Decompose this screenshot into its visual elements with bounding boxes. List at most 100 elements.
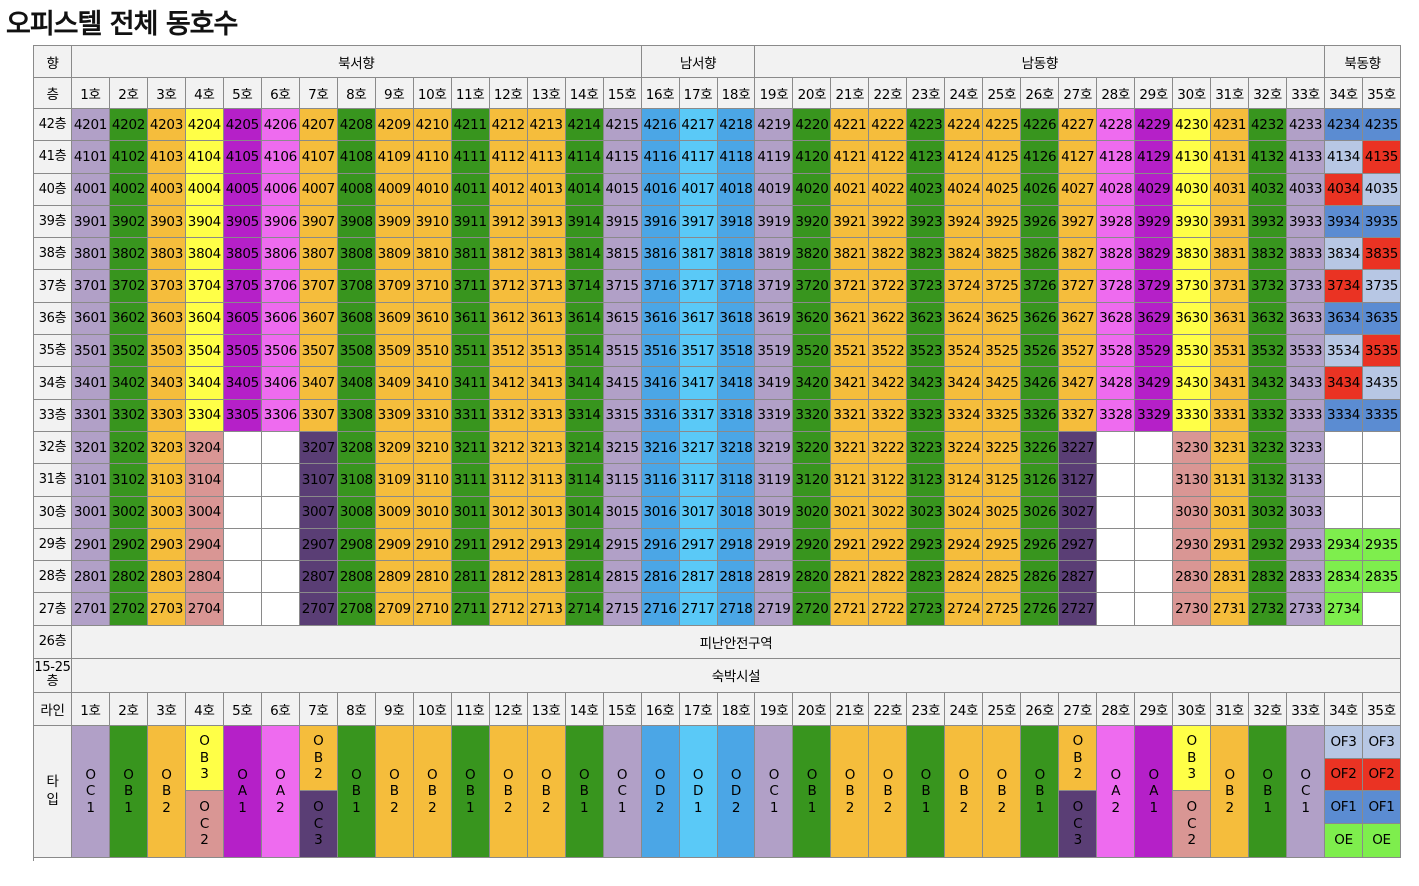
unit-cell: 2916	[641, 528, 680, 562]
line-header: 9호	[375, 692, 414, 726]
type-stack-item: OF3	[1325, 725, 1363, 759]
unit-cell: 3602	[109, 302, 148, 336]
type-stack-item: OF1	[1325, 791, 1363, 824]
unit-cell: 3919	[755, 205, 794, 239]
unit-cell: 2826	[1021, 561, 1060, 594]
unit-cell: 3629	[1135, 302, 1174, 336]
unit-cell: 3213	[527, 431, 566, 465]
unit-header: 5호	[223, 78, 262, 109]
unit-cell: 4024	[945, 173, 984, 206]
unit-cell: 2801	[72, 561, 110, 594]
unit-cell: 3735	[1363, 270, 1401, 303]
unit-cell: 3017	[679, 496, 718, 529]
unit-cell: 2724	[945, 593, 984, 626]
unit-header: 18호	[717, 78, 756, 109]
unit-cell: 3013	[527, 496, 566, 529]
unit-cell: 4030	[1173, 173, 1212, 206]
unit-cell: 3805	[223, 238, 262, 271]
unit-cell: 3426	[1021, 367, 1060, 400]
unit-cell: 4125	[983, 141, 1022, 174]
unit-cell: 3012	[489, 496, 528, 529]
unit-cell: 2825	[983, 561, 1022, 594]
unit-cell: 3408	[337, 367, 376, 400]
unit-cell: 3621	[831, 302, 870, 336]
line-header: 5호	[223, 692, 262, 726]
unit-cell: 4235	[1363, 109, 1401, 142]
unit-cell: 4019	[755, 173, 794, 206]
unit-cell: 2730	[1173, 593, 1212, 626]
unit-cell: 2924	[945, 528, 984, 562]
unit-cell: 3132	[1249, 464, 1288, 497]
unit-cell: 4118	[717, 141, 756, 174]
unit-cell: 3232	[1249, 431, 1288, 465]
unit-cell: 3505	[223, 335, 262, 368]
unit-cell: 3716	[641, 270, 680, 303]
unit-cell: 2831	[1211, 561, 1250, 594]
unit-cell: 3230	[1173, 431, 1212, 465]
unit-cell: 4223	[907, 109, 946, 142]
unit-header: 35호	[1363, 78, 1401, 109]
type-cell-stack: OF3 OF2 OF1 OE	[1325, 725, 1364, 858]
line-header: 4호	[185, 692, 224, 726]
unit-cell: 3718	[717, 270, 756, 303]
unit-header: 14호	[565, 78, 604, 109]
unit-cell: 3211	[451, 431, 490, 465]
unit-cell: 4026	[1021, 173, 1060, 206]
unit-cell: 4217	[679, 109, 718, 142]
unit-cell: 3020	[793, 496, 832, 529]
unit-cell: 3217	[679, 431, 718, 465]
unit-cell: 3223	[907, 431, 946, 465]
line-header: 18호	[717, 692, 756, 726]
unit-cell: 4010	[413, 173, 452, 206]
unit-cell: 4013	[527, 173, 566, 206]
type-stack-item: OF2	[1363, 758, 1400, 792]
unit-cell: 2914	[565, 528, 604, 562]
unit-cell: 3832	[1249, 238, 1288, 271]
unit-cell: 2926	[1021, 528, 1060, 562]
unit-cell: 3809	[375, 238, 414, 271]
unit-cell: 2719	[755, 593, 794, 626]
unit-cell: 3818	[717, 238, 756, 271]
line-label: 라인	[34, 692, 72, 726]
unit-cell: 4216	[641, 109, 680, 142]
unit-cell: 2723	[907, 593, 946, 626]
unit-cell: 3220	[793, 431, 832, 465]
unit-cell: 3221	[831, 431, 870, 465]
blank-cell	[1097, 593, 1136, 626]
unit-cell: 3113	[527, 464, 566, 497]
line-header: 34호	[1325, 692, 1364, 726]
unit-cell: 3535	[1363, 335, 1401, 368]
unit-cell: 3915	[603, 205, 642, 239]
unit-cell: 2822	[869, 561, 908, 594]
unit-cell: 4007	[299, 173, 338, 206]
unit-cell: 4031	[1211, 173, 1250, 206]
page-title: 오피스텔 전체 동호수	[6, 9, 238, 40]
unit-cell: 3209	[375, 431, 414, 465]
unit-cell: 3907	[299, 205, 338, 239]
unit-cell: 4135	[1363, 141, 1401, 174]
unit-cell: 3233	[1287, 431, 1326, 465]
unit-cell: 3506	[261, 335, 300, 368]
unit-cell: 3413	[527, 367, 566, 400]
unit-cell: 2932	[1249, 528, 1288, 562]
floor-label-cell: 35층	[34, 335, 72, 368]
unit-cell: 2734	[1325, 593, 1364, 626]
blank-cell	[1135, 528, 1174, 562]
unit-cell: 3120	[793, 464, 832, 497]
blank-cell	[1097, 464, 1136, 497]
unit-header: 28호	[1097, 78, 1136, 109]
type-stack-item: OF3	[1363, 725, 1400, 759]
unit-cell: 3501	[72, 335, 110, 368]
unit-cell: 2903	[147, 528, 186, 562]
